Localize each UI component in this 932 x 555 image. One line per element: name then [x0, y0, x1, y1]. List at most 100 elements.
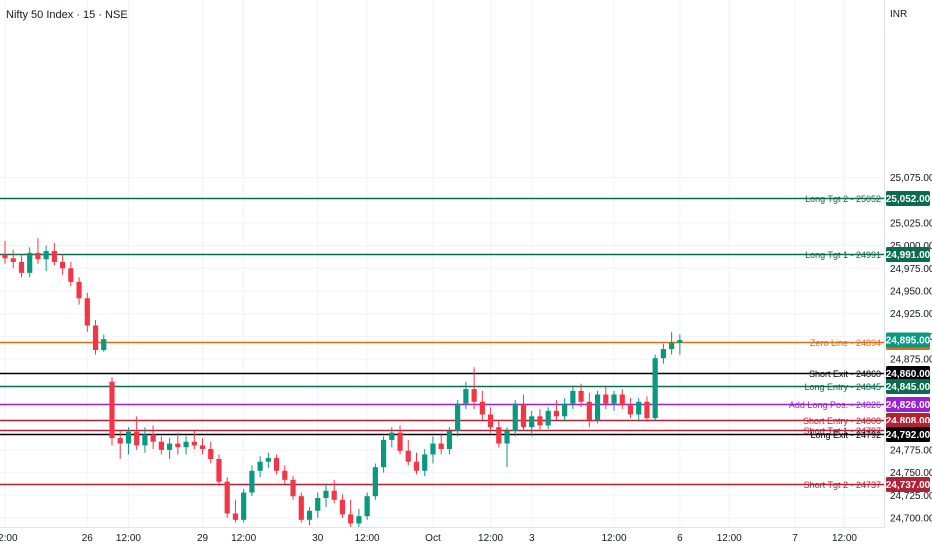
- candle-body: [348, 514, 354, 524]
- candle: [389, 427, 395, 448]
- candle: [175, 432, 181, 455]
- candle: [125, 427, 132, 455]
- candle-body: [512, 403, 518, 431]
- candle-body: [471, 389, 477, 402]
- candle: [512, 399, 518, 437]
- level-price-tag: [886, 191, 930, 206]
- candle-body: [422, 454, 428, 471]
- candle-body: [175, 443, 181, 448]
- candle: [167, 438, 173, 459]
- y-tick-label: 24,925.00: [890, 309, 932, 320]
- candle-body: [183, 441, 189, 448]
- y-tick-label: 25,075.00: [890, 173, 932, 184]
- y-tick-label: 25,000.00: [890, 241, 932, 252]
- level-price-text: 24,860.00: [886, 369, 931, 380]
- candle-body: [142, 434, 148, 446]
- candle: [76, 277, 82, 305]
- y-tick-label: 24,775.00: [890, 445, 932, 456]
- candle: [553, 399, 560, 420]
- candle-body: [570, 390, 576, 404]
- candle: [479, 390, 485, 420]
- candle-body: [537, 416, 543, 426]
- candle: [594, 390, 601, 424]
- candle-body: [586, 401, 592, 420]
- candle-body: [562, 403, 568, 417]
- candle: [446, 427, 453, 455]
- candle: [570, 385, 576, 410]
- chart-title: Nifty 50 Index · 15 · NSE: [6, 9, 128, 21]
- candle-body: [413, 461, 420, 471]
- candle: [504, 427, 510, 468]
- y-tick-label: 24,750.00: [890, 468, 932, 479]
- x-tick-label: 12:00: [116, 533, 141, 544]
- candle: [372, 463, 378, 500]
- x-tick-label: 6: [677, 533, 683, 544]
- x-tick-label: 12:00: [717, 533, 742, 544]
- x-tick-label: 12:00: [0, 533, 18, 544]
- candle-body: [627, 405, 634, 415]
- candle-body: [158, 441, 164, 450]
- candle: [529, 410, 535, 437]
- candle: [405, 439, 411, 466]
- candle: [158, 436, 164, 455]
- candle-body: [364, 496, 370, 517]
- x-tick-label: Oct: [425, 533, 441, 544]
- candle: [51, 242, 57, 266]
- candle-body: [51, 251, 57, 262]
- candle-body: [644, 401, 650, 419]
- candle: [241, 488, 247, 523]
- candle: [487, 407, 494, 433]
- candle-body: [323, 490, 329, 499]
- candle: [183, 436, 189, 455]
- candle: [397, 425, 403, 455]
- candle-body: [405, 450, 411, 462]
- candle: [611, 390, 617, 411]
- candle: [282, 465, 288, 484]
- candle: [619, 389, 625, 410]
- candle-body: [397, 432, 403, 451]
- candle: [652, 354, 658, 420]
- candle-body: [298, 496, 304, 520]
- candle-body: [677, 340, 683, 343]
- candle-body: [520, 403, 527, 428]
- candle: [232, 499, 239, 523]
- candle: [364, 492, 370, 520]
- candle: [348, 499, 354, 528]
- candle-body: [660, 349, 666, 359]
- candle-body: [545, 410, 551, 426]
- candle-body: [249, 470, 255, 493]
- candle: [306, 507, 313, 526]
- candle-body: [76, 281, 82, 299]
- candle-body: [27, 252, 33, 273]
- candle-body: [504, 430, 510, 444]
- candle-body: [331, 490, 337, 500]
- candle: [669, 331, 675, 355]
- level-price-text: 24,845.00: [886, 382, 931, 393]
- currency-label[interactable]: INR: [890, 9, 908, 20]
- candle-body: [669, 342, 675, 350]
- x-tick-label: 7: [792, 533, 798, 544]
- candle: [545, 407, 551, 430]
- candle-body: [265, 458, 271, 462]
- candle: [331, 479, 337, 504]
- candle: [627, 398, 634, 419]
- candle-body: [257, 461, 263, 471]
- candle-body: [553, 410, 560, 417]
- y-tick-label: 24,950.00: [890, 287, 932, 298]
- x-tick-label: 12:00: [478, 533, 503, 544]
- candle: [413, 452, 420, 475]
- candle-body: [339, 499, 346, 515]
- candle: [496, 419, 502, 448]
- candle: [257, 456, 263, 478]
- candle-body: [216, 458, 222, 482]
- candle-body: [232, 513, 239, 520]
- level-price-tag: [886, 379, 930, 394]
- candle-body: [84, 298, 90, 326]
- y-tick-label: 24,725.00: [890, 491, 932, 502]
- candle-body: [487, 414, 494, 428]
- candle: [18, 254, 25, 278]
- level-label: Add Long Pos. - 24826: [789, 400, 881, 410]
- candle: [323, 483, 329, 508]
- candle: [150, 425, 156, 449]
